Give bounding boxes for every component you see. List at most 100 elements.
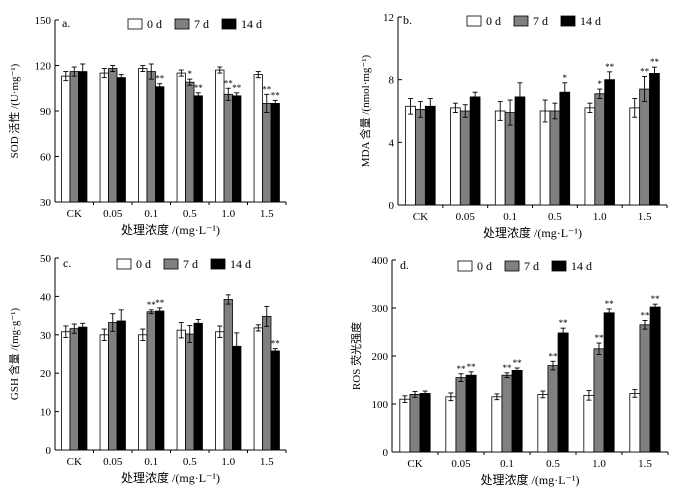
bar bbox=[262, 315, 272, 451]
y-tick-label: 100 bbox=[372, 399, 389, 411]
legend-label: 0 d bbox=[477, 259, 492, 273]
bar bbox=[270, 103, 280, 203]
bar bbox=[649, 306, 661, 453]
x-tick-label: 0.1 bbox=[500, 458, 514, 470]
legend-label: 0 d bbox=[486, 14, 501, 28]
bar bbox=[455, 377, 467, 453]
significance-mark: ** bbox=[271, 339, 281, 349]
y-tick-label: 10 bbox=[40, 407, 52, 419]
significance-mark: ** bbox=[640, 67, 650, 77]
legend-swatch bbox=[116, 258, 132, 270]
significance-mark: ** bbox=[559, 318, 569, 328]
legend-swatch bbox=[513, 15, 529, 27]
bar bbox=[193, 322, 203, 451]
y-tick-label: 8 bbox=[389, 75, 395, 87]
bar bbox=[116, 77, 126, 203]
x-tick-label: CK bbox=[67, 456, 82, 468]
legend-label: 0 d bbox=[136, 257, 151, 271]
y-tick-label: 150 bbox=[35, 15, 52, 27]
significance-mark: ** bbox=[457, 364, 467, 374]
significance-mark: ** bbox=[467, 362, 477, 372]
bar bbox=[253, 74, 263, 203]
y-tick-label: 12 bbox=[383, 12, 394, 24]
bar bbox=[415, 109, 426, 206]
y-tick-label: 400 bbox=[372, 255, 389, 267]
y-tick-label: 40 bbox=[40, 291, 52, 303]
bar bbox=[223, 93, 233, 203]
legend-swatch bbox=[551, 260, 567, 272]
legend-label: 7 d bbox=[194, 17, 209, 31]
bar bbox=[138, 68, 148, 203]
significance-mark: ** bbox=[224, 78, 234, 88]
x-tick-label: 0.5 bbox=[183, 208, 197, 220]
bar bbox=[185, 81, 195, 203]
y-tick-label: 50 bbox=[40, 253, 52, 265]
y-axis-label: ROS 荧光强度 bbox=[349, 322, 363, 390]
bar bbox=[511, 369, 523, 453]
y-axis-label: MDA 含量 /(nmol·mg⁻¹) bbox=[358, 54, 372, 167]
x-tick-label: CK bbox=[413, 211, 428, 223]
bar bbox=[459, 110, 471, 206]
x-tick-label: 0.1 bbox=[503, 211, 517, 223]
bar bbox=[185, 333, 195, 451]
significance-mark: ** bbox=[650, 57, 660, 67]
bar bbox=[629, 393, 641, 453]
x-tick-label: 0.05 bbox=[103, 208, 123, 220]
bar bbox=[649, 73, 660, 206]
y-tick-label: 4 bbox=[389, 137, 395, 149]
x-tick-label: 1.5 bbox=[638, 458, 652, 470]
bar bbox=[155, 310, 165, 451]
bar bbox=[594, 93, 606, 206]
y-tick-label: 300 bbox=[372, 303, 389, 315]
x-tick-label: CK bbox=[407, 458, 422, 470]
x-tick-label: 0.1 bbox=[144, 208, 158, 220]
x-tick-label: 0.5 bbox=[183, 456, 197, 468]
bar bbox=[604, 79, 615, 206]
significance-mark: ** bbox=[271, 90, 281, 100]
bar bbox=[61, 75, 71, 203]
significance-mark: ** bbox=[549, 351, 559, 361]
y-tick-label: 30 bbox=[40, 330, 52, 342]
panel-label: a. bbox=[62, 16, 70, 30]
significance-mark: * bbox=[598, 79, 603, 89]
bar bbox=[514, 96, 526, 206]
significance-mark: ** bbox=[155, 298, 165, 308]
bar bbox=[108, 68, 118, 203]
bar bbox=[78, 326, 88, 451]
significance-mark: ** bbox=[605, 299, 615, 309]
bar bbox=[419, 393, 431, 453]
x-tick-label: 1.0 bbox=[221, 208, 235, 220]
bar bbox=[450, 107, 461, 206]
significance-mark: ** bbox=[595, 333, 605, 343]
bar bbox=[138, 334, 148, 451]
significance-mark: ** bbox=[641, 310, 651, 320]
significance-mark: * bbox=[188, 69, 193, 79]
bar bbox=[232, 345, 242, 451]
x-tick-label: 0.1 bbox=[144, 456, 158, 468]
bar bbox=[501, 374, 513, 453]
y-tick-label: 0 bbox=[383, 447, 389, 459]
legend-label: 7 d bbox=[183, 257, 198, 271]
bar bbox=[99, 72, 109, 203]
legend-swatch bbox=[163, 258, 179, 270]
legend-swatch bbox=[504, 260, 520, 272]
bar bbox=[639, 324, 651, 453]
bar bbox=[445, 396, 457, 453]
y-tick-label: 30 bbox=[40, 197, 52, 209]
x-tick-label: 1.5 bbox=[260, 208, 274, 220]
bar bbox=[539, 110, 551, 206]
significance-mark: * bbox=[563, 73, 568, 83]
bar bbox=[584, 107, 596, 206]
y-tick-label: 0 bbox=[46, 445, 52, 457]
bar bbox=[629, 107, 641, 206]
bar bbox=[69, 328, 79, 451]
x-axis-label: 处理浓度 /(mg·L⁻¹) bbox=[481, 472, 580, 487]
panel-label: c. bbox=[63, 256, 71, 270]
panel-label: d. bbox=[400, 258, 409, 272]
bar bbox=[108, 322, 118, 451]
bar bbox=[193, 95, 203, 203]
